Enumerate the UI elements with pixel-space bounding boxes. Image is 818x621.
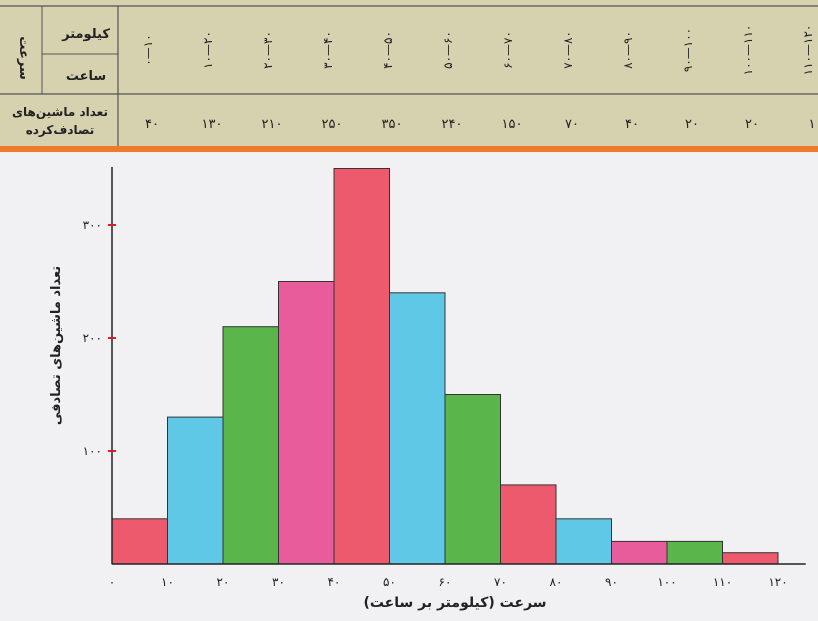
x-tick-label: ۸۰ xyxy=(550,575,563,589)
count-cell: ۱ xyxy=(809,117,816,132)
x-tick-label: ۶۰ xyxy=(439,575,452,589)
y-ticks: ۱۰۰ ۲۰۰ ۳۰۰ xyxy=(83,218,116,458)
interval-label: ۴۰—۵۰ xyxy=(381,31,395,69)
table-cells: ۰—۱۰ ۴۰ ۱۰—۲۰ ۱۳۰ ۲۰—۳۰ ۲۱۰ ۳۰—۴۰ ۲۵۰ ۴۰—۵۰ ۳۵۰ ۵۰… xyxy=(141,25,815,132)
x-axis-title: سرعت (کیلومتر بر ساعت) xyxy=(363,595,546,611)
x-tick-label: ۹۰ xyxy=(605,575,618,589)
count-cell: ۲۴۰ xyxy=(442,117,463,132)
histogram-bar xyxy=(555,518,612,565)
count-header-line1: تعداد ماشین‌های xyxy=(12,105,108,119)
x-tick-label: ۱۱۰ xyxy=(713,575,732,589)
interval-label: ۲۰—۳۰ xyxy=(261,31,275,69)
table-grid: سرعت کیلومتر ساعت تعداد ماشین‌های تصادف‌… xyxy=(0,5,818,146)
histogram-bar xyxy=(111,518,168,565)
histogram-bar xyxy=(500,484,557,565)
km-header: کیلومتر xyxy=(61,27,110,42)
x-ticks: ۱۰ ۲۰ ۳۰ ۴۰ ۵۰ ۶۰ ۷۰ ۸۰ ۹۰ ۱۰۰ ۱۱۰ ۱۲۰ xyxy=(161,575,788,589)
x-tick-label: ۴۰ xyxy=(328,575,341,589)
count-cell: ۲۱۰ xyxy=(262,117,283,132)
x-tick-label: ۱۰۰ xyxy=(657,575,676,589)
orange-divider xyxy=(0,146,818,152)
speed-frequency-table: سرعت کیلومتر ساعت تعداد ماشین‌های تصادف‌… xyxy=(0,0,818,146)
interval-label: ۸۰—۹۰ xyxy=(621,31,635,69)
y-tick-label: ۳۰۰ xyxy=(83,218,102,232)
count-cell: ۲۵۰ xyxy=(322,117,343,132)
interval-label: ۱۱۰—۱۲۰ xyxy=(801,25,815,76)
bars xyxy=(111,168,779,565)
count-cell: ۴۰ xyxy=(145,117,159,132)
y-tick-label: ۲۰۰ xyxy=(83,331,102,345)
count-header-line2: تصادف‌کرده xyxy=(26,123,95,137)
histogram-bar xyxy=(666,540,723,565)
x-tick-label: ۷۰ xyxy=(494,575,507,589)
hour-header: ساعت xyxy=(66,69,106,84)
x-tick-label: ۲۰ xyxy=(217,575,230,589)
y-zero-label: ۰ xyxy=(109,575,115,589)
y-tick-label: ۱۰۰ xyxy=(83,444,102,458)
interval-label: ۰—۱۰ xyxy=(141,34,155,65)
histogram-bar xyxy=(389,292,446,565)
table-lines xyxy=(0,5,818,146)
x-tick-label: ۵۰ xyxy=(383,575,396,589)
count-cell: ۱۳۰ xyxy=(202,117,223,132)
histogram-bar xyxy=(333,168,390,565)
interval-label: ۹۰—۱۰۰ xyxy=(681,28,695,72)
speed-header: سرعت xyxy=(16,36,31,80)
count-cell: ۳۵۰ xyxy=(382,117,403,132)
interval-label: ۵۰—۶۰ xyxy=(441,31,455,69)
interval-label: ۶۰—۷۰ xyxy=(501,31,515,69)
interval-label: ۷۰—۸۰ xyxy=(561,31,575,69)
interval-label: ۱۰—۲۰ xyxy=(201,31,215,69)
histogram-bar xyxy=(167,416,224,565)
x-tick-label: ۱۰ xyxy=(161,575,174,589)
y-axis-title: تعداد ماشین‌های تصادفی xyxy=(49,266,64,425)
count-cell: ۲۰ xyxy=(745,117,759,132)
interval-label: ۳۰—۴۰ xyxy=(321,31,335,69)
histogram-bar xyxy=(444,394,501,565)
count-cell: ۱۵۰ xyxy=(502,117,523,132)
interval-label: ۱۰۰—۱۱۰ xyxy=(741,25,755,76)
x-tick-label: ۱۲۰ xyxy=(768,575,787,589)
count-cell: ۲۰ xyxy=(685,117,699,132)
count-cell: ۷۰ xyxy=(565,117,579,132)
histogram-bar xyxy=(222,326,279,565)
x-tick-label: ۳۰ xyxy=(272,575,285,589)
histogram-bar xyxy=(611,540,668,565)
histogram-chart: ۱۰۰ ۲۰۰ ۳۰۰ ۱۰ ۲۰ ۳۰ ۴۰ ۵۰ ۶۰ ۷۰ ۸۰ ۹۰ ۱۰۰ ۱۱۰ ۱۲۰ ۰ … xyxy=(0,152,818,617)
count-cell: ۴۰ xyxy=(625,117,639,132)
histogram-bar xyxy=(278,281,335,565)
histogram-bar xyxy=(722,552,779,565)
